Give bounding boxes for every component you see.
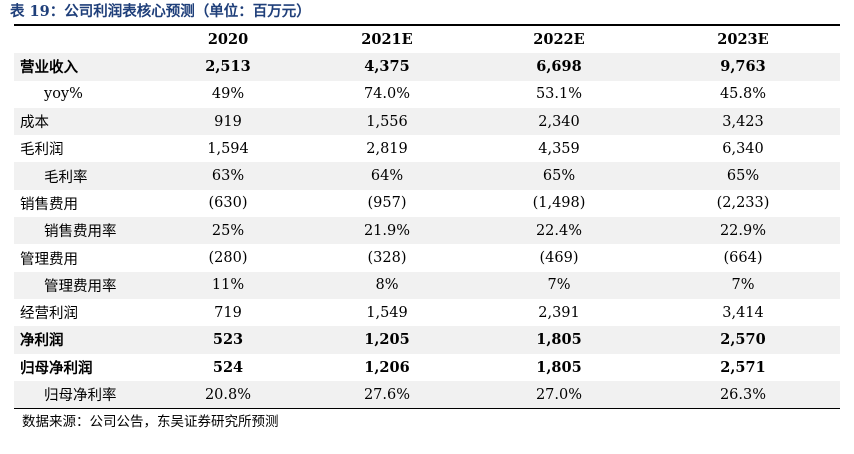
header-cell-2021e: 2021E [361,31,413,49]
table-caption: 表 19：公司利润表核心预测（单位：百万元） [10,3,311,20]
row-label: 毛利润 [20,142,64,159]
table-cell: 7% [646,271,840,299]
profit-forecast-table: 2020 2021E 2022E 2023E 营业收入 2,513 4,375 6,6… [14,24,840,410]
table-cell: 4,359 [538,140,580,157]
header-cell-2023e: 2023E [717,31,769,49]
row-label: 经营利润 [20,306,78,323]
table-cell: 22.9% [646,217,840,245]
table-row: 销售费用 (630) (957) (1,498) (2,233) [14,190,840,217]
table-cell: 6,340 [722,140,764,157]
table-cell: 26.3% [646,380,840,409]
row-label: 毛利率 [14,162,154,190]
table-cell: 27.6% [302,380,472,409]
table-cell: 1,556 [302,107,472,136]
table-cell: 523 [154,326,302,354]
table-cell: 2,391 [538,304,580,321]
table-cell: (2,233) [716,195,770,212]
header-cell [14,26,154,53]
table-row: 营业收入 2,513 4,375 6,698 9,763 [14,53,840,81]
table-cell: 1,205 [302,326,472,354]
table-cell: 2,571 [720,358,766,376]
row-label: 成本 [14,107,154,136]
table-cell: 2,513 [154,53,302,81]
table-cell: 524 [212,358,244,376]
row-label: 归母净利润 [20,359,93,377]
table-top-rule [14,24,840,26]
table-cell: 20.8% [154,380,302,409]
table-bottom-rule [14,408,840,410]
table-cell: (664) [723,250,763,267]
table-cell: 1,805 [472,326,646,354]
table-row: 管理费用 (280) (328) (469) (664) [14,244,840,271]
table-cell: 45.8% [719,86,767,103]
table-cell: 74.0% [363,86,411,103]
table-cell: 719 [214,304,242,321]
header-row: 2020 2021E 2022E 2023E [14,26,840,53]
source-footnote: 数据来源：公司公告，东吴证券研究所预测 [22,414,279,430]
table-cell: 3,414 [722,304,764,321]
table-cell: 2,340 [472,107,646,136]
table-cell: 1,805 [536,358,582,376]
table-cell: 1,549 [366,304,408,321]
table-row: 经营利润 719 1,549 2,391 3,414 [14,299,840,326]
table-cell: 64% [302,162,472,190]
table-cell: 27.0% [472,380,646,409]
table-cell: 4,375 [302,53,472,81]
row-label: 销售费用 [20,196,78,213]
forecast-table: 2020 2021E 2022E 2023E 营业收入 2,513 4,375 6,6… [14,26,840,409]
table-cell: (280) [208,250,248,267]
table-row: 归母净利润 524 1,206 1,805 2,571 [14,354,840,381]
table-cell: 53.1% [535,86,583,103]
table-row: 成本 919 1,556 2,340 3,423 [14,107,840,136]
table-cell: (328) [367,250,407,267]
header-cell-2020: 2020 [207,31,249,49]
table-cell: 7% [472,271,646,299]
table-cell: 6,698 [472,53,646,81]
table-cell: 65% [472,162,646,190]
row-label: 归母净利率 [14,380,154,409]
table-cell: 21.9% [302,217,472,245]
table-row: yoy% 49% 74.0% 53.1% 45.8% [14,81,840,108]
table-cell: 2,819 [366,140,408,157]
table-row: 毛利率 63% 64% 65% 65% [14,162,840,190]
table-cell: (630) [208,195,248,212]
row-label: 销售费用率 [14,217,154,245]
table-cell: 1,206 [364,358,410,376]
table-cell: 63% [154,162,302,190]
table-cell: 49% [211,86,245,103]
table-row: 毛利润 1,594 2,819 4,359 6,340 [14,135,840,162]
table-cell: 1,594 [207,140,249,157]
table-cell: 8% [302,271,472,299]
table-cell: 2,570 [646,326,840,354]
table-cell: (957) [367,195,407,212]
header-cell-2022e: 2022E [533,31,585,49]
table-row: 销售费用率 25% 21.9% 22.4% 22.9% [14,217,840,245]
table-row: 净利润 523 1,205 1,805 2,570 [14,326,840,354]
table-cell: 3,423 [646,107,840,136]
table-cell: (1,498) [532,195,586,212]
row-label: 管理费用率 [14,271,154,299]
table-cell: 11% [154,271,302,299]
table-cell: 65% [646,162,840,190]
table-cell: 25% [154,217,302,245]
row-label: 管理费用 [20,251,78,268]
table-cell: (469) [539,250,579,267]
row-label: yoy% [44,86,83,103]
table-cell: 22.4% [472,217,646,245]
table-cell: 919 [154,107,302,136]
table-row: 管理费用率 11% 8% 7% 7% [14,271,840,299]
table-row: 归母净利率 20.8% 27.6% 27.0% 26.3% [14,380,840,409]
row-label: 营业收入 [14,53,154,81]
row-label: 净利润 [14,326,154,354]
table-cell: 9,763 [646,53,840,81]
